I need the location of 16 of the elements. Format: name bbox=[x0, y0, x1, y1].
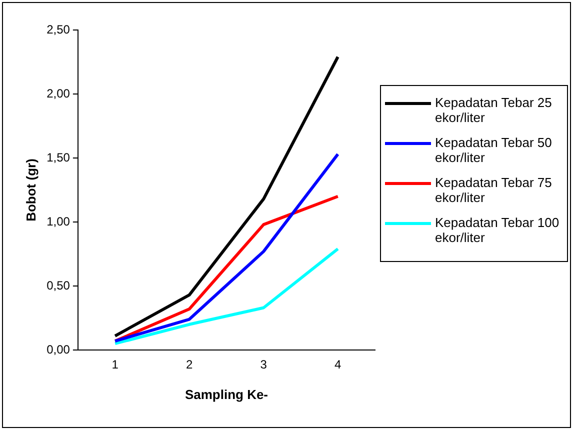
x-tick-label: 1 bbox=[112, 358, 119, 372]
y-tick-label: 2,00 bbox=[46, 86, 70, 100]
x-tick-label: 3 bbox=[260, 358, 268, 372]
y-axis-title: Bobot (gr) bbox=[23, 158, 38, 222]
y-tick-label: 1,00 bbox=[46, 214, 70, 228]
legend-label: Kepadatan Tebar 25 ekor/liter bbox=[435, 95, 553, 125]
legend-label: Kepadatan Tebar 50 ekor/liter bbox=[435, 135, 553, 165]
y-tick-label: 1,50 bbox=[46, 150, 70, 164]
y-tick-label: 0,50 bbox=[46, 278, 70, 292]
legend-label: Kepadatan Tebar 75 ekor/liter bbox=[435, 175, 553, 205]
x-tick-label: 2 bbox=[186, 358, 194, 372]
x-axis-title: Sampling Ke- bbox=[184, 386, 268, 402]
y-tick-label: 0,00 bbox=[46, 342, 70, 356]
y-tick-label: 2,50 bbox=[46, 22, 70, 36]
x-tick-label: 4 bbox=[334, 358, 342, 372]
legend-label: Kepadatan Tebar 100 ekor/liter bbox=[435, 215, 560, 245]
